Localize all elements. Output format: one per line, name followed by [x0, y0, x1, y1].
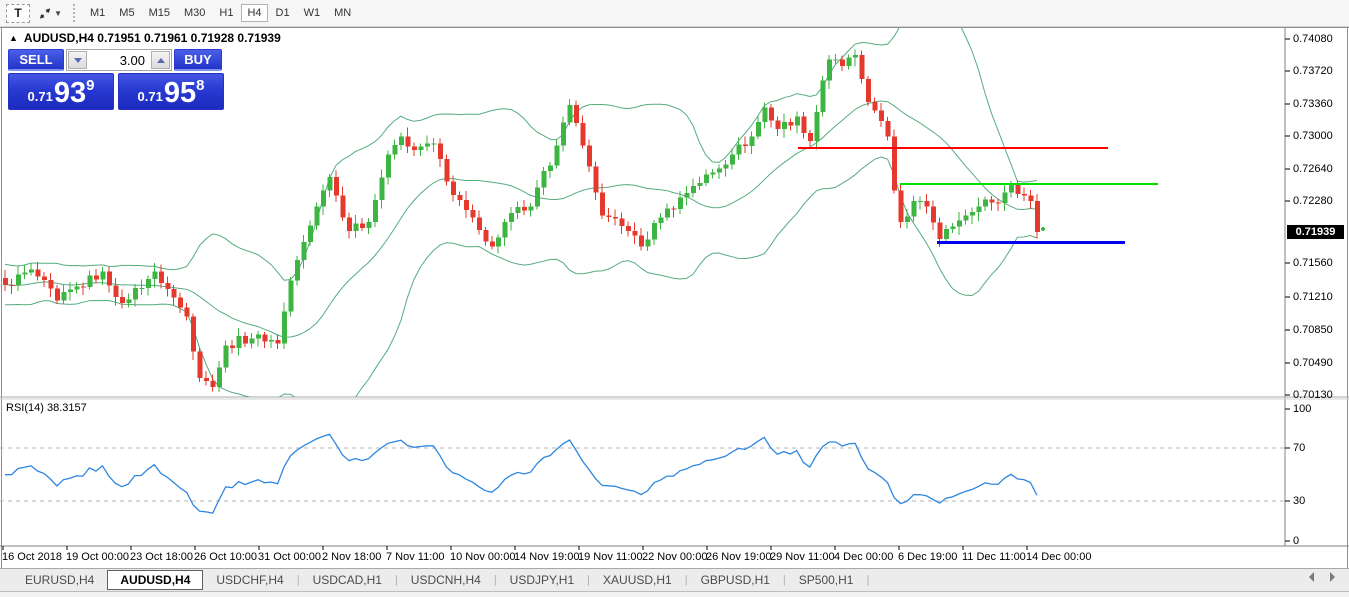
chart-title-text: AUDUSD,H4 0.71951 0.71961 0.71928 0.7193…	[23, 31, 281, 45]
timeframe-button-h4[interactable]: H4	[241, 4, 268, 22]
window-border-left	[1, 27, 2, 592]
arrows-tool-button[interactable]: ▼	[38, 4, 62, 23]
timeframe-button-mn[interactable]: MN	[334, 7, 352, 19]
rsi-axis-label: 100	[1293, 403, 1312, 415]
price-axis-label: 0.71560	[1293, 257, 1333, 269]
chart-title: ▲ AUDUSD,H4 0.71951 0.71961 0.71928 0.71…	[9, 31, 281, 45]
price-axis-label: 0.72640	[1293, 163, 1333, 175]
timeframe-button-h1[interactable]: H1	[219, 7, 234, 19]
time-axis-label: 2 Nov 18:00	[322, 551, 382, 563]
sell-price-prefix: 0.71	[27, 89, 53, 104]
price-axis-label: 0.70490	[1293, 357, 1333, 369]
chart-tab-usdcad[interactable]: USDCAD,H1	[312, 573, 382, 587]
tab-separator: |	[296, 574, 300, 586]
time-axis-label: 26 Nov 19:00	[706, 551, 772, 563]
window-border-right	[1347, 27, 1348, 592]
price-axis-label: 0.71210	[1293, 291, 1333, 303]
price-axis-label: 0.70850	[1293, 324, 1333, 336]
tab-scroll-left-icon[interactable]	[1309, 572, 1314, 582]
price-axis-label: 0.72280	[1293, 195, 1333, 207]
tab-separator: |	[866, 574, 870, 586]
window-border-top	[0, 27, 1349, 28]
buy-price-point: 8	[196, 77, 205, 94]
chart-tab-eurusd[interactable]: EURUSD,H4	[25, 573, 95, 587]
timeframe-button-m30[interactable]: M30	[183, 7, 206, 19]
chart-expand-icon[interactable]: ▲	[9, 33, 18, 43]
price-axis-label: 0.73360	[1293, 98, 1333, 110]
timeframe-buttons: M1 M5 M15 M30 H1 H4 D1 W1 MN	[83, 4, 358, 22]
chart-tab-sp500[interactable]: SP500,H1	[798, 573, 854, 587]
tab-separator: |	[587, 574, 591, 586]
time-axis-label: 19 Oct 00:00	[66, 551, 129, 563]
time-axis-label: 4 Dec 00:00	[834, 551, 894, 563]
time-axis-label: 14 Dec 00:00	[1026, 551, 1092, 563]
rsi-axis-label: 70	[1293, 442, 1306, 454]
dropdown-caret-icon[interactable]: ▼	[54, 8, 62, 18]
tab-scroll-right-icon[interactable]	[1330, 572, 1335, 582]
chart-tab-audusd[interactable]: AUDUSD,H4	[107, 570, 204, 590]
timeframe-button-m1[interactable]: M1	[90, 7, 106, 19]
time-axis-label: 19 Nov 11:00	[578, 551, 643, 563]
timeframe-button-m5[interactable]: M5	[119, 7, 135, 19]
triangle-up-icon	[156, 57, 165, 63]
time-axis-label: 26 Oct 10:00	[194, 551, 257, 563]
time-axis-label: 23 Oct 18:00	[130, 551, 193, 563]
rsi-axis-label: 30	[1293, 495, 1306, 507]
buy-price-prefix: 0.71	[137, 89, 163, 104]
chart-tab-gbpusd[interactable]: GBPUSD,H1	[700, 573, 770, 587]
sell-button[interactable]: SELL	[8, 49, 64, 71]
current-price-tag: 0.71939	[1287, 225, 1344, 239]
time-axis-label: 16 Oct 2018	[2, 551, 62, 563]
chart-tab-usdjpy[interactable]: USDJPY,H1	[509, 573, 575, 587]
tab-separator: |	[782, 574, 786, 586]
tab-scroll-buttons	[1309, 572, 1335, 582]
rsi-axis-label: 0	[1293, 535, 1300, 547]
sell-price-panel[interactable]: 0.71 93 9	[8, 73, 114, 110]
price-chart[interactable]	[0, 28, 1349, 568]
time-axis-label: 29 Nov 11:00	[770, 551, 835, 563]
toolbar-separator	[72, 4, 75, 22]
volume-spinner: 3.00	[66, 49, 172, 71]
sell-price-pips: 93	[53, 77, 87, 109]
chart-tab-usdchf[interactable]: USDCHF,H4	[216, 573, 284, 587]
tab-separator: |	[394, 574, 398, 586]
volume-input[interactable]: 3.00	[119, 52, 145, 68]
time-axis-label: 7 Nov 11:00	[386, 551, 445, 563]
chart-tab-usdcnh[interactable]: USDCNH,H4	[410, 573, 481, 587]
timeframe-button-w1[interactable]: W1	[303, 7, 321, 19]
time-axis-label: 10 Nov 00:00	[450, 551, 516, 563]
diagonal-arrows-icon	[39, 7, 51, 19]
chart-tab-xauusd[interactable]: XAUUSD,H1	[603, 573, 672, 587]
chart-tab-bar: EURUSD,H4 AUDUSD,H4 USDCHF,H4 | USDCAD,H1 | US…	[0, 568, 1349, 591]
price-axis-label: 0.73720	[1293, 65, 1333, 77]
tab-separator: |	[493, 574, 497, 586]
volume-increase-button[interactable]	[151, 51, 170, 69]
top-toolbar: T ▼ M1 M5 M15 M30 H1 H4 D1 W1 MN	[0, 0, 1349, 27]
sell-price-point: 9	[86, 77, 95, 94]
text-tool-button[interactable]: T	[6, 3, 30, 23]
time-axis-label: 31 Oct 00:00	[258, 551, 321, 563]
timeframe-button-d1[interactable]: D1	[275, 7, 290, 19]
status-strip	[0, 591, 1349, 597]
time-axis-label: 22 Nov 00:00	[642, 551, 708, 563]
buy-button[interactable]: BUY	[174, 49, 222, 71]
buy-price-panel[interactable]: 0.71 95 8	[118, 73, 224, 110]
text-tool-icon: T	[14, 6, 22, 20]
one-click-trading-panel: SELL 3.00 BUY 0.71 93 9 0.71 95 8	[8, 49, 224, 110]
volume-decrease-button[interactable]	[68, 51, 87, 69]
time-axis-label: 14 Nov 19:00	[514, 551, 580, 563]
price-axis-label: 0.70130	[1293, 389, 1333, 401]
time-axis-label: 11 Dec 11:00	[962, 551, 1026, 563]
rsi-indicator-label: RSI(14) 38.3157	[6, 402, 87, 414]
time-axis-label: 6 Dec 19:00	[898, 551, 958, 563]
triangle-down-icon	[73, 57, 82, 63]
buy-price-pips: 95	[163, 77, 197, 109]
price-axis-label: 0.74080	[1293, 33, 1333, 45]
price-axis-label: 0.73000	[1293, 130, 1333, 142]
timeframe-button-m15[interactable]: M15	[148, 7, 170, 19]
tab-separator: |	[684, 574, 688, 586]
